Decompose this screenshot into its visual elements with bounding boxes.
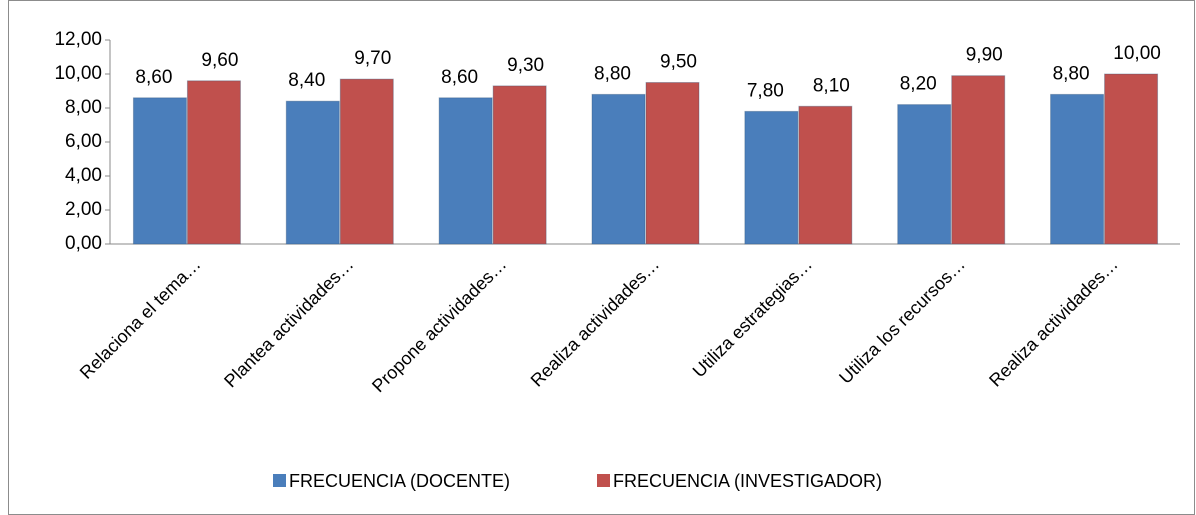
legend-label: FRECUENCIA (DOCENTE) [289,471,510,491]
value-label: 10,00 [1113,43,1161,64]
y-tick-label: 6,00 [65,131,102,152]
value-label: 9,30 [507,55,544,76]
bar [492,85,547,245]
legend-swatch [273,474,286,487]
bar [591,93,646,245]
value-label: 9,50 [660,52,697,73]
value-label: 8,80 [594,63,631,84]
value-label: 9,60 [201,50,238,71]
y-tick-label: 8,00 [65,97,102,118]
bar [285,100,340,245]
y-tick-label: 10,00 [54,63,102,84]
y-tick-label: 0,00 [65,233,102,254]
bar [897,104,952,245]
value-label: 8,60 [441,67,478,88]
y-tick-label: 2,00 [65,199,102,220]
value-label: 9,70 [354,48,391,69]
value-label: 7,80 [747,80,784,101]
bar [1050,93,1105,245]
bar [186,80,241,245]
bar [744,110,799,245]
value-label: 8,10 [813,75,850,96]
legend-label: FRECUENCIA (INVESTIGADOR) [613,471,882,491]
value-label: 8,60 [135,67,172,88]
bar [339,78,394,245]
value-label: 8,40 [288,70,325,91]
bar [132,97,187,245]
value-label: 9,90 [966,45,1003,66]
bar [1104,73,1159,245]
bar [951,75,1006,245]
value-label: 8,20 [900,74,937,95]
bar [798,105,853,245]
value-label: 8,80 [1053,63,1090,84]
y-tick-label: 12,00 [54,29,102,50]
y-tick-label: 4,00 [65,165,102,186]
bar [645,82,700,245]
bar [438,97,493,245]
legend-swatch [597,474,610,487]
